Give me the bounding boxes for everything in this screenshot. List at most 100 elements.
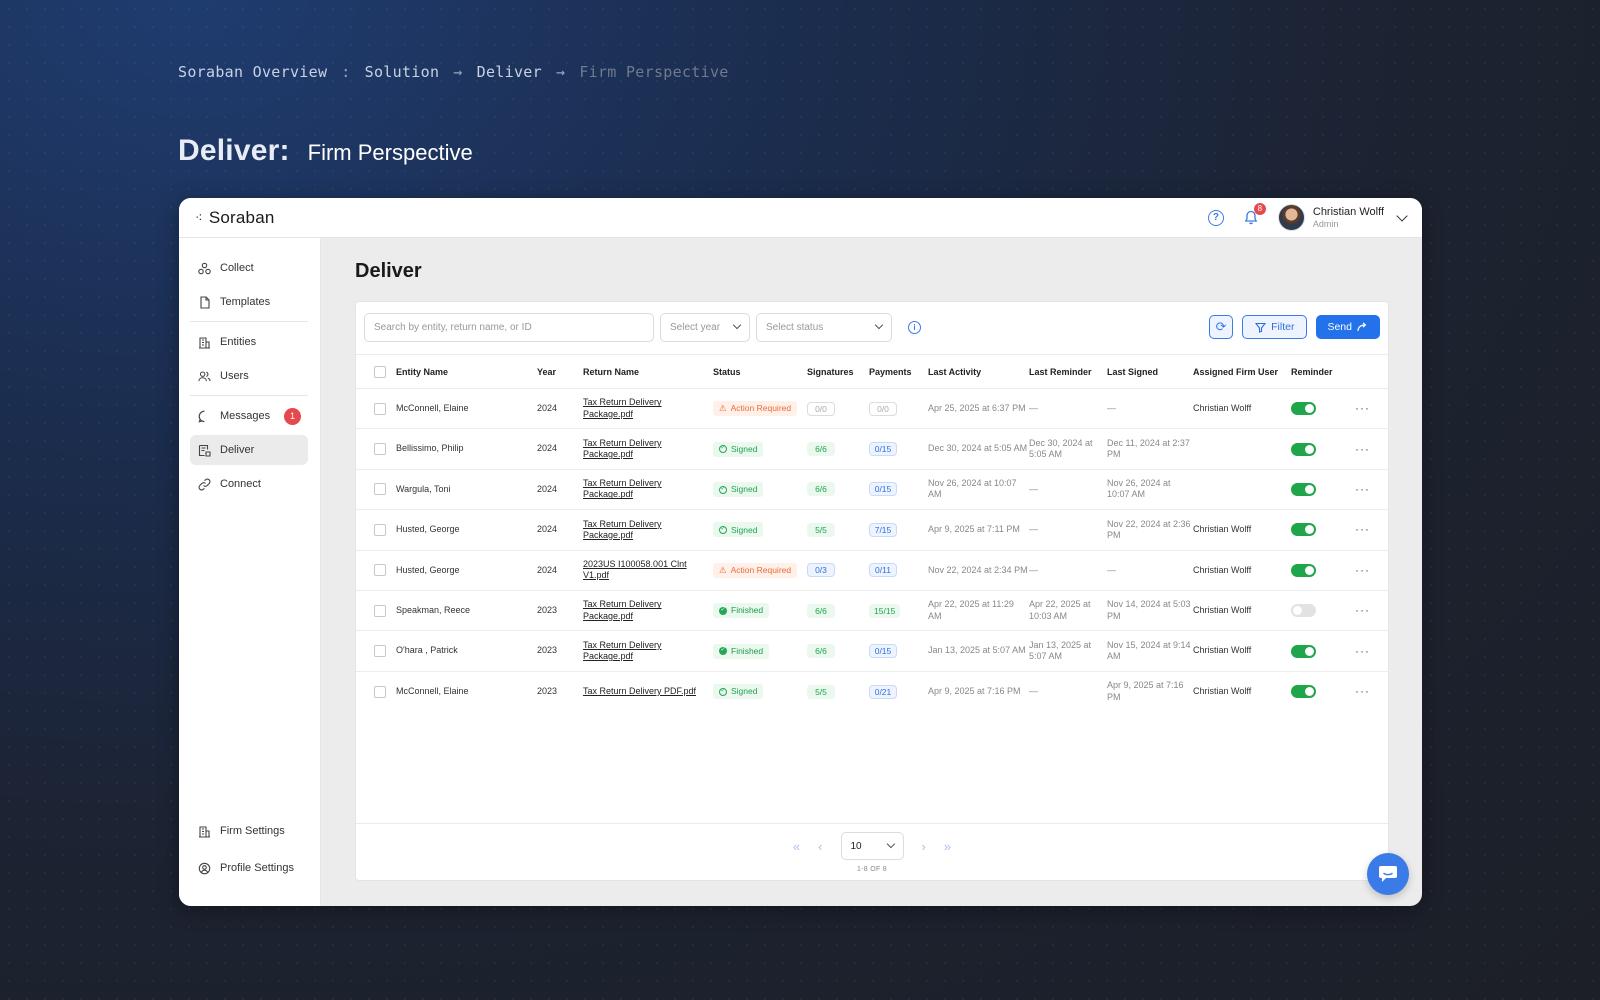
last-reminder-cell: — [1029,388,1107,430]
row-checkbox[interactable] [374,564,386,577]
sidebar-item-entities[interactable]: Entities [190,327,308,357]
row-checkbox[interactable] [374,645,386,658]
column-header-reminder[interactable]: Reminder [1291,354,1355,389]
reminder-toggle[interactable] [1291,644,1316,658]
return-name-link[interactable]: Tax Return Delivery Package.pdf [583,599,662,621]
return-name-link[interactable]: Tax Return Delivery Package.pdf [583,518,662,540]
last-signed-cell: — [1107,388,1193,430]
more-options-icon[interactable]: ··· [1355,481,1370,496]
previous-page-icon[interactable]: ‹ [818,838,823,854]
file-icon [198,295,211,309]
deliver-panel: Search by entity, return name, or ID Sel… [355,301,1390,881]
help-icon[interactable]: ? [1207,209,1224,226]
row-checkbox[interactable] [374,523,386,536]
more-options-icon[interactable]: ··· [1355,441,1370,456]
table-header-row: Entity Name Year Return Name Status Sign… [356,354,1390,389]
sidebar-item-collect[interactable]: Collect [190,253,308,283]
sidebar-item-templates[interactable]: Templates [190,287,308,317]
reminder-toggle[interactable] [1291,442,1316,456]
column-header-signatures[interactable]: Signatures [807,354,869,389]
more-options-icon[interactable]: ··· [1355,401,1370,416]
year-select[interactable]: Select year [660,312,750,342]
column-header-status[interactable]: Status [713,354,807,389]
table-row[interactable]: Husted, George 2024 2023US I100058.001 C… [356,550,1390,591]
payments-pill: 7/15 [869,522,897,537]
search-input[interactable]: Search by entity, return name, or ID [364,312,654,342]
row-checkbox[interactable] [374,402,386,415]
chat-bubble-icon [1379,866,1397,882]
notifications-button[interactable]: 8 [1242,202,1266,227]
status-badge-label: Signed [731,686,758,697]
more-options-icon[interactable]: ··· [1355,562,1370,577]
return-name-link[interactable]: Tax Return Delivery Package.pdf [583,478,662,500]
chat-button[interactable] [1367,853,1409,895]
column-header-last-activity[interactable]: Last Activity [928,354,1029,389]
more-options-icon[interactable]: ··· [1355,684,1370,699]
status-badge-label: Signed [731,524,758,535]
first-page-icon[interactable]: « [792,838,801,854]
reminder-toggle[interactable] [1291,402,1316,416]
reminder-toggle[interactable] [1291,563,1316,577]
sidebar-item-label: Deliver [220,444,255,456]
reminder-toggle[interactable] [1291,604,1316,618]
last-activity-cell: Nov 22, 2024 at 2:34 PM [928,550,1029,591]
reminder-toggle[interactable] [1291,482,1316,496]
column-header-entity[interactable]: Entity Name [396,354,537,389]
sidebar-item-users[interactable]: Users [190,361,308,391]
breadcrumb-item-overview[interactable]: Soraban Overview [178,63,328,81]
table-row[interactable]: Bellissimo, Philip 2024 Tax Return Deliv… [356,428,1390,470]
user-menu[interactable]: Christian Wolff Admin [1277,204,1408,231]
column-header-return-name[interactable]: Return Name [583,354,713,389]
app-window: ⁖ Soraban ? 8 Christian Wolff Admin Coll… [179,198,1422,906]
row-checkbox[interactable] [374,483,386,496]
filter-button[interactable]: Filter [1242,315,1308,339]
more-options-icon[interactable]: ··· [1355,643,1370,658]
page-size-select[interactable]: 10 [840,832,904,860]
column-header-assigned-user[interactable]: Assigned Firm User [1193,354,1291,389]
return-name-link[interactable]: Tax Return Delivery Package.pdf [583,639,662,662]
table-row[interactable]: McConnell, Elaine 2023 Tax Return Delive… [356,671,1390,711]
sidebar-item-deliver[interactable]: Deliver [190,435,308,465]
sidebar-item-firm-settings[interactable]: Firm Settings [190,816,308,846]
reminder-toggle[interactable] [1291,523,1316,537]
last-page-icon[interactable]: » [943,838,952,854]
app-logo[interactable]: ⁖ Soraban [195,208,275,228]
sidebar-item-messages[interactable]: Messages 1 [190,401,308,431]
return-name-link[interactable]: Tax Return Delivery PDF.pdf [583,686,697,697]
sidebar-item-connect[interactable]: Connect [190,469,308,499]
table-row[interactable]: O'hara , Patrick 2023 Tax Return Deliver… [356,630,1390,672]
more-options-icon[interactable]: ··· [1355,603,1370,618]
breadcrumb-item-solution[interactable]: Solution [364,63,440,81]
column-header-last-reminder[interactable]: Last Reminder [1029,354,1107,389]
reminder-toggle[interactable] [1291,685,1316,699]
row-checkbox[interactable] [374,443,386,456]
column-header-payments[interactable]: Payments [869,354,928,389]
return-name-link[interactable]: 2023US I100058.001 Clnt V1.pdf [583,559,687,581]
row-checkbox[interactable] [374,604,386,617]
breadcrumb-item-deliver[interactable]: Deliver [476,63,542,81]
table-row[interactable]: Wargula, Toni 2024 Tax Return Delivery P… [356,469,1390,511]
last-signed-cell: Nov 26, 2024 at 10:07 AM [1107,469,1193,511]
next-page-icon[interactable]: › [921,838,926,854]
table-row[interactable]: Husted, George 2024 Tax Return Delivery … [356,509,1390,551]
page-size-value: 10 [850,840,862,852]
more-options-icon[interactable]: ··· [1355,522,1370,537]
column-header-year[interactable]: Year [537,354,583,389]
entity-name-cell: Wargula, Toni [396,469,537,511]
table-row[interactable]: Speakman, Reece 2023 Tax Return Delivery… [356,590,1390,632]
building-icon [198,825,211,838]
payments-pill: 15/15 [869,603,901,618]
return-name-link[interactable]: Tax Return Delivery Package.pdf [583,397,662,419]
table-row[interactable]: McConnell, Elaine 2024 Tax Return Delive… [356,388,1390,430]
info-icon[interactable]: i [908,320,921,334]
return-name-link[interactable]: Tax Return Delivery Package.pdf [583,437,662,460]
sidebar-item-profile-settings[interactable]: Profile Settings [190,853,308,883]
entity-name-cell: O'hara , Patrick [396,630,537,672]
column-header-last-signed[interactable]: Last Signed [1107,354,1193,389]
send-button[interactable]: Send [1316,315,1380,339]
status-select[interactable]: Select status [756,312,892,342]
select-all-checkbox[interactable] [374,365,386,378]
refresh-button[interactable]: ⟳ [1209,315,1234,339]
row-checkbox[interactable] [374,685,386,698]
assigned-user-cell: Christian Wolff [1193,550,1291,591]
